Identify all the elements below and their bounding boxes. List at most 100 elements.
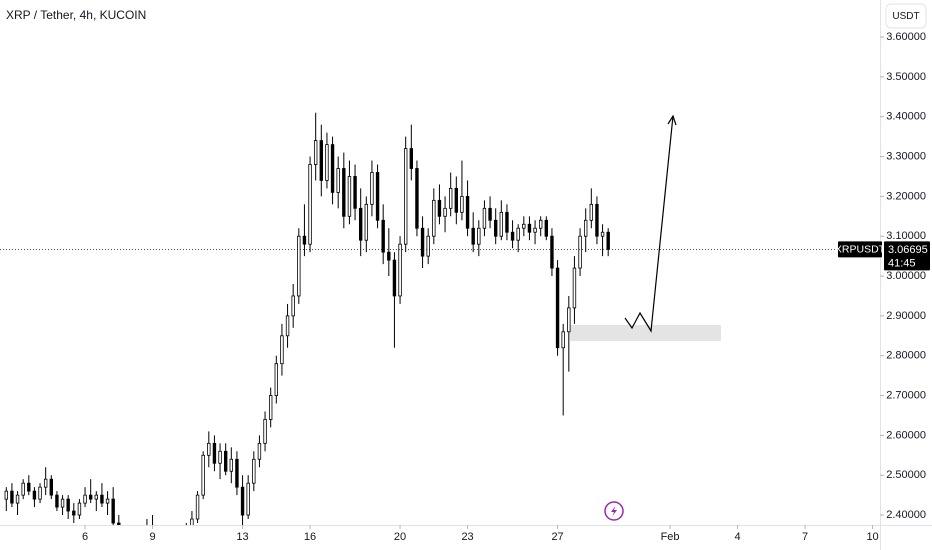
x-tick-label: 7 (802, 531, 808, 543)
currency-label[interactable]: USDT (892, 11, 919, 22)
flash-icon[interactable] (604, 501, 624, 521)
candle-body (510, 231, 515, 241)
candle-body (403, 148, 408, 245)
candle-body (105, 498, 110, 504)
candle-body (589, 203, 594, 221)
y-tick-label: 3.50000 (886, 71, 926, 83)
candle-body (325, 144, 329, 181)
candle-body (583, 219, 588, 237)
x-tick-label: 13 (236, 531, 248, 543)
candle-body (533, 227, 537, 233)
candle-body (21, 482, 25, 496)
candle-body (207, 442, 211, 456)
candle-body (4, 490, 9, 500)
x-tick-label: 16 (304, 531, 316, 543)
symbol-label-box (838, 241, 882, 258)
currency-button[interactable] (885, 3, 927, 29)
candle-body (555, 267, 560, 349)
candle-body (443, 207, 447, 217)
candle-body (43, 478, 48, 488)
candle-body (516, 227, 520, 241)
candle-body (353, 176, 357, 209)
candle-body (319, 140, 324, 181)
projection-path (624, 115, 674, 333)
candle-body (218, 450, 222, 464)
candle-body (381, 219, 385, 253)
candle-body (100, 494, 104, 504)
candle-body (398, 243, 402, 297)
chart-title: XRP / Tether, 4h, KUCOIN (6, 8, 146, 22)
arrow-head (667, 114, 677, 126)
y-tick-label: 3.10000 (886, 230, 926, 242)
candle-body (347, 176, 352, 217)
candle-body (561, 331, 565, 349)
candle-body (538, 219, 543, 229)
candle-body (280, 335, 284, 365)
x-tick-label: 10 (866, 531, 878, 543)
candle-body (302, 235, 307, 245)
candle-body (55, 494, 59, 508)
y-tick-label: 3.40000 (886, 111, 926, 123)
candle-body (252, 458, 256, 484)
candle-body (32, 490, 37, 500)
candle-body (235, 458, 239, 488)
candle-body (493, 219, 498, 237)
candle-body (38, 486, 42, 500)
candle-body (600, 231, 605, 237)
candle-body (409, 148, 414, 169)
candle-body (358, 207, 363, 241)
candle-body (83, 494, 87, 504)
candle-body (342, 168, 346, 217)
y-tick-label: 3.20000 (886, 190, 926, 202)
candle-body (77, 502, 82, 516)
countdown-label: 41:45 (888, 257, 916, 269)
candle-body (274, 363, 279, 396)
candle-body (437, 199, 442, 217)
candle-body (606, 231, 610, 250)
y-tick-label: 2.40000 (886, 509, 926, 521)
price-label-box (884, 241, 930, 271)
candle-body (505, 211, 509, 233)
x-tick-label: 6 (82, 531, 88, 543)
candle-body (448, 188, 453, 209)
y-tick-label: 3.30000 (886, 150, 926, 162)
candle-body (426, 235, 430, 257)
candle-body (201, 454, 205, 496)
candle-body (465, 195, 470, 229)
candle-body (387, 251, 391, 261)
zone-rectangle (570, 325, 721, 341)
candle-body (460, 195, 464, 213)
candle-body (375, 172, 380, 221)
x-tick-label: 20 (394, 531, 406, 543)
candle-body (420, 227, 425, 257)
candle-body (88, 494, 93, 500)
candle-body (257, 442, 262, 460)
candle-body (392, 259, 397, 297)
candle-body (190, 518, 194, 525)
candle-body (471, 227, 475, 245)
candle-body (27, 482, 31, 492)
candle-body (544, 219, 549, 237)
candle-body (550, 235, 554, 269)
candle-body (454, 188, 459, 213)
candle-body (482, 207, 487, 229)
candle-body (336, 168, 340, 193)
candle-body (499, 211, 504, 237)
y-tick-label: 2.90000 (886, 310, 926, 322)
candle-body (297, 235, 301, 297)
candle-body (212, 442, 217, 464)
candle-body (111, 498, 115, 524)
candle-body (522, 223, 526, 229)
candle-body (527, 223, 532, 233)
x-tick-label: 9 (149, 531, 155, 543)
candle-body (477, 227, 481, 245)
candle-body (72, 510, 76, 516)
y-tick-label: 2.70000 (886, 389, 926, 401)
candle-body (66, 498, 70, 512)
candle-body (308, 164, 312, 245)
candle-body (240, 486, 245, 516)
candle-body (364, 203, 369, 241)
y-tick-label: 3.00000 (886, 270, 926, 282)
y-tick-label: 2.60000 (886, 429, 926, 441)
